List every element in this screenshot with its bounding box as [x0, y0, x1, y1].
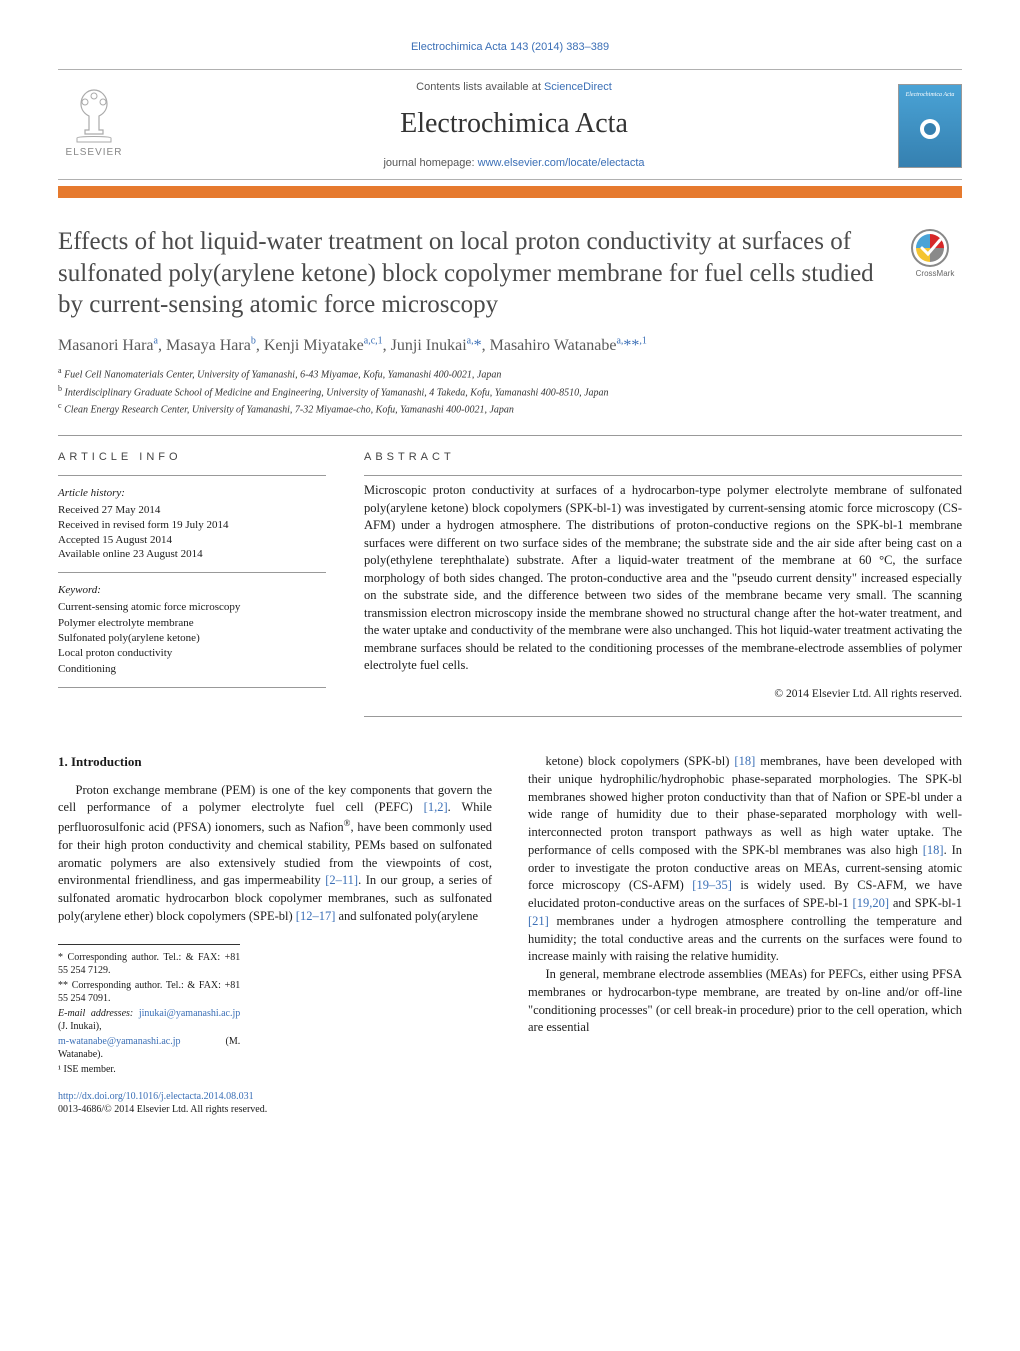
keyword: Sulfonated poly(arylene ketone): [58, 631, 326, 646]
journal-homepage: journal homepage: www.elsevier.com/locat…: [130, 156, 898, 171]
rule: [364, 716, 962, 717]
intro-heading: 1. Introduction: [58, 753, 492, 771]
intro-para-1: Proton exchange membrane (PEM) is one of…: [58, 782, 492, 926]
keyword: Conditioning: [58, 662, 326, 677]
article-info-heading: ARTICLE INFO: [58, 436, 326, 475]
doi-block: http://dx.doi.org/10.1016/j.electacta.20…: [58, 1090, 492, 1116]
issn-line: 0013-4686/© 2014 Elsevier Ltd. All right…: [58, 1104, 267, 1115]
keyword-label: Keyword:: [58, 583, 326, 598]
masthead: ELSEVIER Contents lists available at Sci…: [58, 69, 962, 180]
keyword: Current-sensing atomic force microscopy: [58, 600, 326, 615]
authors: Masanori Haraa, Masaya Harab, Kenji Miya…: [58, 334, 962, 357]
elsevier-tree-icon: [67, 86, 121, 144]
body-col-left: 1. Introduction Proton exchange membrane…: [58, 753, 492, 1116]
homepage-link[interactable]: www.elsevier.com/locate/electacta: [478, 157, 645, 169]
contents-line: Contents lists available at ScienceDirec…: [130, 80, 898, 95]
abstract-heading: ABSTRACT: [364, 436, 962, 475]
history-line: Accepted 15 August 2014: [58, 533, 326, 548]
abstract-text: Microscopic proton conductivity at surfa…: [364, 482, 962, 675]
intro-para-2: ketone) block copolymers (SPK-bl) [18] m…: [528, 753, 962, 966]
keyword: Local proton conductivity: [58, 646, 326, 661]
crossmark-icon[interactable]: CrossMark: [908, 226, 962, 280]
abstract-copyright: © 2014 Elsevier Ltd. All rights reserved…: [364, 687, 962, 703]
history-label: Article history:: [58, 486, 326, 501]
sciencedirect-link[interactable]: ScienceDirect: [544, 81, 612, 93]
corr1: * Corresponding author. Tel.: & FAX: +81…: [58, 951, 240, 978]
footnotes: * Corresponding author. Tel.: & FAX: +81…: [58, 944, 240, 1077]
rule: [364, 475, 962, 476]
corr2: ** Corresponding author. Tel.: & FAX: +8…: [58, 979, 240, 1006]
email-link-1[interactable]: jinukai@yamanashi.ac.jp: [139, 1008, 240, 1019]
ise-note: ¹ ISE member.: [58, 1063, 240, 1077]
doi-link[interactable]: http://dx.doi.org/10.1016/j.electacta.20…: [58, 1091, 254, 1102]
journal-cover-thumb: Electrochimica Acta: [898, 84, 962, 168]
affiliations: a Fuel Cell Nanomaterials Center, Univer…: [58, 365, 962, 417]
orange-rule: [58, 186, 962, 198]
email-link-2[interactable]: m-watanabe@yamanashi.ac.jp: [58, 1036, 181, 1047]
body-col-right: ketone) block copolymers (SPK-bl) [18] m…: [528, 753, 962, 1116]
svg-text:CrossMark: CrossMark: [916, 269, 956, 278]
elsevier-logo: ELSEVIER: [58, 86, 130, 166]
cover-title: Electrochimica Acta: [906, 91, 955, 99]
cover-art-icon: [910, 99, 950, 149]
journal-name: Electrochimica Acta: [130, 105, 898, 143]
keyword: Polymer electrolyte membrane: [58, 616, 326, 631]
article-title: Effects of hot liquid-water treatment on…: [58, 226, 888, 320]
intro-para-3: In general, membrane electrode assemblie…: [528, 966, 962, 1037]
running-citation: Electrochimica Acta 143 (2014) 383–389: [58, 40, 962, 55]
history-line: Available online 23 August 2014: [58, 547, 326, 562]
history-line: Received in revised form 19 July 2014: [58, 518, 326, 533]
publisher-name: ELSEVIER: [66, 146, 123, 160]
emails: E-mail addresses: jinukai@yamanashi.ac.j…: [58, 1007, 240, 1034]
history-line: Received 27 May 2014: [58, 503, 326, 518]
